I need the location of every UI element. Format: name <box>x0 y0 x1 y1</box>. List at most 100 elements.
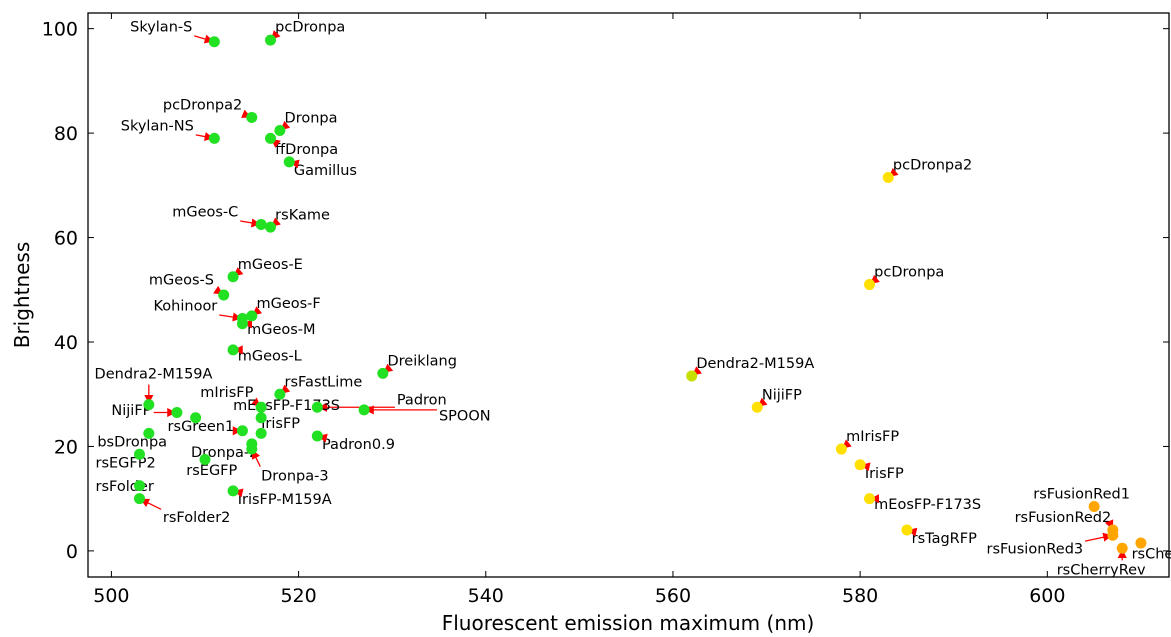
data-point <box>227 271 239 283</box>
point-label: rsEGFP <box>186 463 237 479</box>
data-point <box>133 493 145 505</box>
data-point <box>311 430 323 442</box>
point-label: rsGreen1 <box>168 419 235 435</box>
point-label: mEosFP-F173S <box>874 497 981 513</box>
data-point <box>311 401 323 413</box>
data-point <box>227 485 239 497</box>
point-label: mEosFP-F173S <box>233 398 340 414</box>
x-tick-label: 540 <box>468 585 504 607</box>
point-label: rsFusionRed3 <box>986 542 1083 558</box>
point-label: Skylan-NS <box>121 119 194 135</box>
data-point <box>1088 501 1100 512</box>
data-point <box>255 427 267 439</box>
point-label: SPOON <box>439 408 491 424</box>
point-label: rsFolder2 <box>163 510 231 526</box>
point-label: IrisFP <box>865 466 904 482</box>
point-label: Dendra2-M159A <box>95 367 213 383</box>
data-point <box>1107 529 1119 541</box>
point-label: Kohinoor <box>154 299 218 315</box>
point-label: NijiFP <box>762 387 802 403</box>
point-label: pcDronpa2 <box>163 98 242 114</box>
y-tick-label: 60 <box>54 228 78 250</box>
point-label: mGeos-E <box>238 257 303 273</box>
x-tick-label: 500 <box>93 585 129 607</box>
point-label: Padron0.9 <box>322 437 395 453</box>
data-point <box>246 443 258 455</box>
x-axis-label: Fluorescent emission maximum (nm) <box>442 611 815 635</box>
data-point <box>208 132 220 144</box>
y-tick-label: 0 <box>66 541 78 563</box>
annotation-arrow <box>1084 532 1113 542</box>
point-label: mGeos-C <box>172 205 238 221</box>
point-label: rsCherryRev <box>1057 562 1146 578</box>
data-point <box>283 156 295 168</box>
point-label: Padron <box>397 393 447 409</box>
data-point <box>864 279 876 291</box>
point-label: NijiFP <box>111 403 151 419</box>
point-label: rsTagRFP <box>912 531 977 547</box>
data-point <box>377 367 389 379</box>
point-label: Dendra2-M159A <box>696 356 814 372</box>
point-label: IrisFP-M159A <box>238 492 332 508</box>
data-point <box>199 454 211 465</box>
data-point <box>255 401 267 413</box>
x-tick-label: 560 <box>655 585 691 607</box>
point-label: rsKame <box>275 207 330 223</box>
point-label: mIrisFP <box>846 429 899 445</box>
data-point <box>218 289 230 301</box>
point-label: Skylan-S <box>130 19 192 35</box>
data-points <box>133 34 1147 554</box>
point-label: pcDronpa2 <box>893 158 972 174</box>
plot-frame <box>87 12 1170 578</box>
data-point <box>255 219 267 230</box>
data-point <box>255 412 267 424</box>
data-point <box>236 425 248 437</box>
x-tick-label: 600 <box>1029 585 1065 607</box>
point-label: mGeos-S <box>149 273 214 289</box>
data-point <box>143 399 155 411</box>
point-label: mIrisFP <box>200 385 253 401</box>
y-tick-label: 20 <box>54 436 78 458</box>
data-point <box>133 448 145 460</box>
data-point <box>882 172 894 183</box>
data-point <box>751 401 763 413</box>
y-axis-label: Brightness <box>10 242 34 349</box>
point-label: pcDronpa <box>275 19 345 35</box>
data-point <box>265 132 277 144</box>
point-label: mGeos-F <box>256 296 320 312</box>
data-point <box>171 407 183 418</box>
point-label: Dronpa-3 <box>261 468 328 484</box>
data-point <box>246 310 258 322</box>
data-point <box>358 404 370 416</box>
plot-background <box>88 13 1169 577</box>
y-tick-label: 100 <box>42 19 78 41</box>
data-point <box>854 459 866 471</box>
point-label: rsFusionRed1 <box>1033 487 1130 503</box>
data-point <box>133 480 145 492</box>
data-point <box>686 370 698 382</box>
data-point <box>265 221 277 233</box>
point-label: rsFolder <box>95 479 153 495</box>
data-point <box>835 443 847 455</box>
point-label: rsFastLime <box>285 374 363 390</box>
point-label: Dronpa <box>285 111 338 127</box>
data-point <box>274 125 286 136</box>
point-label: mGeos-L <box>238 348 302 364</box>
axis-ticks: 500 520 540 560 580 600 0 20 40 60 80 100 <box>42 13 1169 607</box>
data-point <box>274 388 286 400</box>
point-label: rsCherry <box>1132 547 1171 563</box>
data-point <box>901 524 913 536</box>
point-label: IrisFP <box>261 416 300 432</box>
data-point <box>227 344 239 356</box>
data-point <box>864 493 876 505</box>
data-point <box>246 111 258 123</box>
point-label: pcDronpa <box>874 265 944 281</box>
x-tick-label: 520 <box>280 585 316 607</box>
point-label: ffDronpa <box>275 142 338 158</box>
point-label: Dreiklang <box>387 354 456 370</box>
y-tick-label: 80 <box>54 123 78 145</box>
point-label: rsFusionRed2 <box>1015 510 1112 526</box>
x-tick-label: 580 <box>842 585 878 607</box>
data-point <box>190 412 202 424</box>
